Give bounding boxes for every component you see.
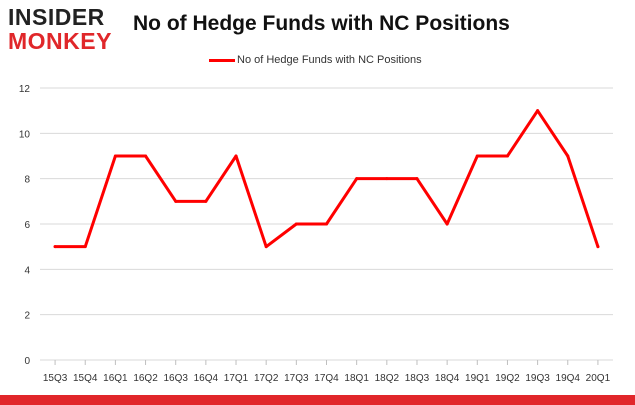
data-point bbox=[415, 177, 419, 181]
x-tick-label: 19Q3 bbox=[525, 373, 550, 384]
x-tick-label: 17Q4 bbox=[314, 373, 339, 384]
x-tick-label: 17Q3 bbox=[284, 373, 309, 384]
x-tick-label: 16Q4 bbox=[194, 373, 219, 384]
chart-title: No of Hedge Funds with NC Positions bbox=[133, 12, 510, 35]
x-tick-label: 19Q4 bbox=[556, 373, 581, 384]
legend-swatch bbox=[209, 58, 235, 62]
x-tick-label: 15Q3 bbox=[43, 373, 68, 384]
x-tick-label: 18Q1 bbox=[344, 373, 369, 384]
x-tick-label: 15Q4 bbox=[73, 373, 98, 384]
data-point bbox=[204, 199, 208, 203]
y-tick-label: 12 bbox=[19, 84, 31, 95]
y-tick-label: 6 bbox=[24, 220, 30, 231]
data-point bbox=[385, 177, 389, 181]
x-tick-label: 19Q2 bbox=[495, 373, 520, 384]
data-point bbox=[234, 154, 238, 158]
y-tick-label: 8 bbox=[24, 175, 30, 186]
brand-bottom-bar bbox=[0, 395, 635, 405]
data-point bbox=[294, 222, 298, 226]
y-tick-label: 10 bbox=[19, 129, 31, 140]
data-point bbox=[83, 245, 87, 249]
x-tick-label: 17Q1 bbox=[224, 373, 249, 384]
x-tick-label: 16Q1 bbox=[103, 373, 128, 384]
data-point bbox=[445, 222, 449, 226]
data-point bbox=[53, 245, 57, 249]
legend: No of Hedge Funds with NC Positions bbox=[209, 54, 422, 66]
data-point bbox=[325, 222, 328, 226]
x-tick-label: 18Q3 bbox=[405, 373, 430, 384]
x-tick-label: 16Q2 bbox=[133, 373, 158, 384]
data-point bbox=[355, 177, 359, 181]
x-tick-label: 16Q3 bbox=[163, 373, 188, 384]
x-tick-label: 18Q2 bbox=[375, 373, 400, 384]
x-tick-label: 17Q2 bbox=[254, 373, 279, 384]
x-tick-label: 18Q4 bbox=[435, 373, 460, 384]
x-tick-label: 20Q1 bbox=[586, 373, 611, 384]
data-point bbox=[144, 154, 148, 158]
data-point bbox=[536, 109, 540, 113]
y-tick-label: 0 bbox=[24, 356, 30, 367]
insider-monkey-logo: INSIDER MONKEY bbox=[8, 6, 112, 53]
logo-line-2: MONKEY bbox=[8, 28, 112, 54]
y-tick-label: 4 bbox=[24, 265, 30, 276]
data-point bbox=[505, 154, 509, 158]
data-point bbox=[113, 154, 117, 158]
data-point bbox=[475, 154, 479, 158]
data-point bbox=[566, 154, 570, 158]
data-point bbox=[174, 199, 178, 203]
y-tick-label: 2 bbox=[24, 311, 30, 322]
x-tick-label: 19Q1 bbox=[465, 373, 490, 384]
data-point bbox=[264, 245, 268, 249]
logo-line-1: INSIDER bbox=[8, 4, 105, 30]
legend-label: No of Hedge Funds with NC Positions bbox=[237, 54, 422, 66]
data-point bbox=[596, 245, 600, 249]
